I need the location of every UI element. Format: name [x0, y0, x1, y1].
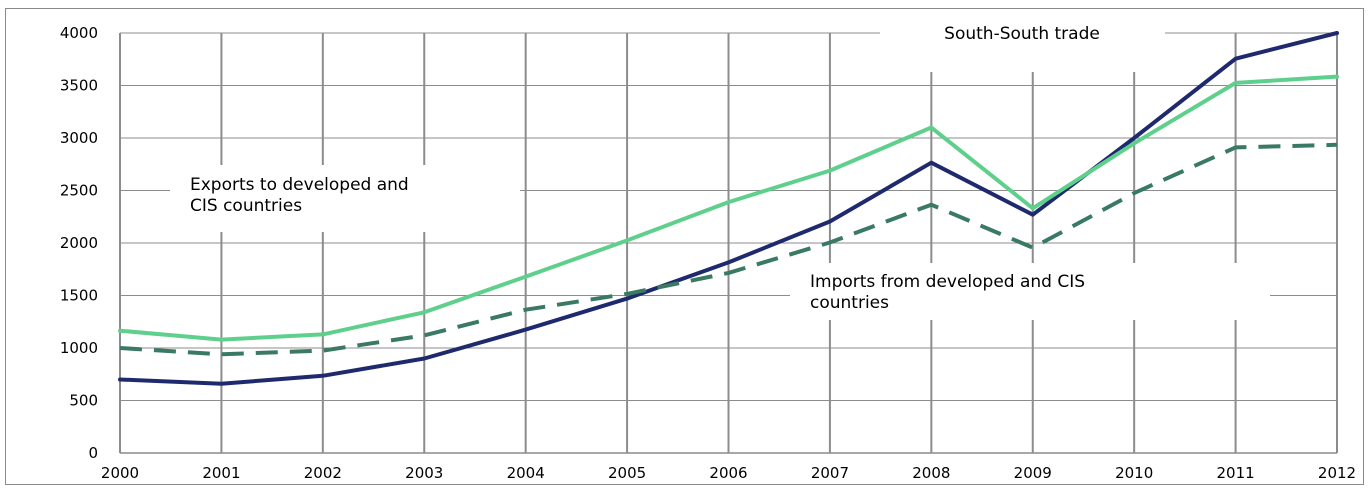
x-tick-label: 2005 — [608, 464, 646, 482]
series-line — [118, 31, 1339, 386]
series-annotation-label: South-South trade — [944, 24, 1100, 44]
y-tick-label: 3000 — [60, 129, 98, 147]
annotation-box — [790, 263, 1270, 320]
series-line — [119, 142, 1338, 357]
x-tick-label: 2009 — [1014, 464, 1052, 482]
annotations: South-South trade Exports to developed an… — [190, 24, 1100, 313]
x-tick-label: 2000 — [101, 464, 139, 482]
x-tick-label: 2007 — [811, 464, 849, 482]
y-tick-label: 4000 — [60, 24, 98, 42]
x-tick-label: 2003 — [405, 464, 443, 482]
x-tick-label: 2004 — [507, 464, 545, 482]
y-tick-label: 1500 — [60, 287, 98, 305]
series-annotation-label: Imports from developed and CIS — [810, 272, 1085, 292]
y-tick-label: 2000 — [60, 234, 98, 252]
annotation-box — [880, 15, 1165, 72]
annotation-box — [170, 165, 520, 232]
series-lines — [118, 31, 1339, 386]
series-annotation-label: CIS countries — [190, 196, 302, 216]
y-tick-label: 3500 — [60, 77, 98, 95]
y-tick-label: 1000 — [60, 339, 98, 357]
gridlines — [119, 15, 1338, 453]
x-tick-label: 2006 — [709, 464, 747, 482]
x-tick-label: 2002 — [304, 464, 342, 482]
series-annotation-label: Exports to developed and — [190, 175, 409, 195]
series-line — [118, 74, 1339, 342]
axes: 0 500 1000 1500 2000 2500 3000 3500 4000 2000 2001… — [60, 24, 1356, 482]
y-tick-label: 2500 — [60, 182, 98, 200]
x-tick-label: 2010 — [1115, 464, 1153, 482]
x-tick-label: 2008 — [912, 464, 950, 482]
chart-border — [5, 8, 1364, 485]
series-annotation-label: countries — [810, 293, 889, 313]
y-tick-label: 0 — [88, 444, 98, 462]
y-tick-label: 500 — [69, 392, 98, 410]
x-tick-label: 2011 — [1216, 464, 1254, 482]
x-tick-label: 2001 — [202, 464, 240, 482]
x-tick-label: 2012 — [1318, 464, 1356, 482]
